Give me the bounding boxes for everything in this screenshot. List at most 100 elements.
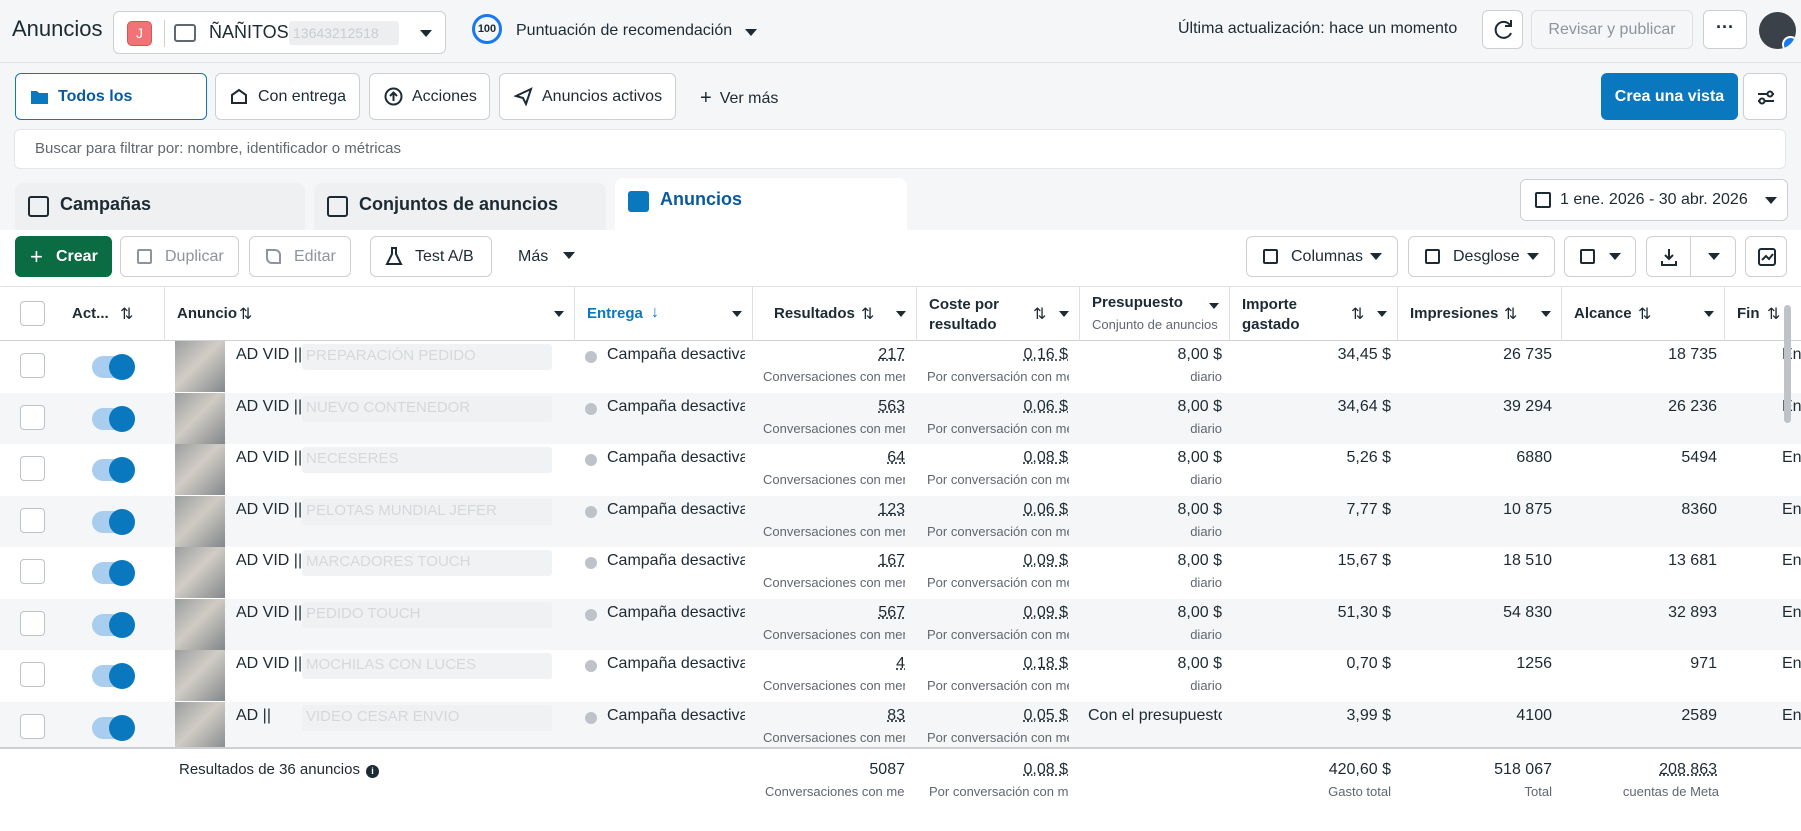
col-impressions[interactable]: Impresiones ⇅ (1398, 287, 1562, 341)
cost-per-result-value[interactable]: 0,16 $ (925, 346, 1068, 364)
row-checkbox[interactable] (20, 456, 45, 481)
row-checkbox[interactable] (20, 714, 45, 739)
create-button[interactable]: + Crear (15, 236, 112, 277)
ad-name[interactable]: AD VID || (236, 398, 302, 416)
select-all-checkbox[interactable] (20, 301, 45, 326)
row-checkbox[interactable] (20, 611, 45, 636)
ad-name[interactable]: AD VID || (236, 501, 302, 519)
cost-per-result-value[interactable]: 0,06 $ (925, 501, 1068, 519)
filter-all-ads[interactable]: Todos los anuncios (15, 73, 207, 120)
see-more-button[interactable]: + Ver más (700, 86, 778, 109)
col-delivery[interactable]: Entrega ↓ (575, 287, 753, 341)
cost-per-result-value[interactable]: 0,18 $ (925, 655, 1068, 673)
more-actions-button[interactable]: Más (518, 248, 575, 266)
cost-per-result-value[interactable]: 0,05 $ (925, 707, 1068, 725)
cost-per-result-value[interactable]: 0,09 $ (925, 604, 1068, 622)
date-range-picker[interactable]: 1 ene. 2026 - 30 abr. 2026 (1520, 179, 1788, 221)
active-toggle[interactable] (92, 614, 134, 636)
filter-delivered[interactable]: Con entrega (215, 73, 360, 120)
ad-thumbnail[interactable] (175, 702, 225, 748)
table-row[interactable]: AD VID || MOCHILAS CON LUCES Campaña desac… (0, 650, 1801, 702)
row-checkbox[interactable] (20, 508, 45, 533)
cost-per-result-value[interactable]: 0,08 $ (925, 449, 1068, 467)
ad-thumbnail[interactable] (175, 341, 225, 392)
col-results[interactable]: Resultados ⇅ (753, 287, 917, 341)
row-checkbox[interactable] (20, 353, 45, 378)
cost-per-result-value[interactable]: 0,09 $ (925, 552, 1068, 570)
table-row[interactable]: AD VID ||PEDIDO TOUCH Campaña desactivada… (0, 599, 1801, 651)
reports-button[interactable] (1564, 236, 1636, 277)
ad-name[interactable]: AD || (236, 707, 271, 725)
tab-ads[interactable]: Anuncios (615, 178, 907, 230)
duplicate-button[interactable]: Duplicar (120, 236, 239, 277)
ad-name[interactable]: AD VID || (236, 346, 302, 364)
table-row[interactable]: AD VID || PREPARACIÓN PEDIDO Campaña desac… (0, 341, 1801, 393)
results-value[interactable]: 64 (760, 449, 905, 467)
ad-name[interactable]: AD VID || (236, 449, 302, 467)
breakdown-button[interactable]: Desglose (1408, 236, 1555, 277)
ad-thumbnail[interactable] (175, 444, 225, 495)
tab-adsets[interactable]: Conjuntos de anuncios (314, 183, 606, 230)
ad-thumbnail[interactable] (175, 599, 225, 650)
ad-thumbnail[interactable] (175, 393, 225, 444)
table-row[interactable]: AD || VIDEO CESAR ENVIO Campaña desactivad… (0, 702, 1801, 748)
refresh-button[interactable] (1482, 10, 1523, 49)
score-gauge-icon[interactable]: 100 (472, 14, 502, 44)
filter-actions[interactable]: Acciones (369, 73, 490, 120)
active-toggle[interactable] (92, 562, 134, 584)
active-toggle[interactable] (92, 356, 134, 378)
table-row[interactable]: AD VID ||NECESERES Campaña desactivada 64 C… (0, 444, 1801, 496)
results-value[interactable]: 4 (760, 655, 905, 673)
results-value[interactable]: 563 (760, 398, 905, 416)
col-cost-per-result[interactable]: Coste por resultado ⇅ (917, 287, 1080, 341)
score-label[interactable]: Puntuación de recomendación (516, 22, 732, 40)
scrollbar[interactable] (1784, 305, 1791, 423)
create-view-button[interactable]: Crea una vista (1601, 73, 1738, 120)
results-value[interactable]: 167 (760, 552, 905, 570)
chart-view-button[interactable] (1745, 236, 1787, 277)
row-checkbox[interactable] (20, 405, 45, 430)
filter-active-ads[interactable]: Anuncios activos (499, 73, 676, 120)
footer-reach[interactable]: 208 863 (1570, 761, 1717, 779)
ad-name[interactable]: AD VID || (236, 552, 302, 570)
ad-name[interactable]: AD VID || (236, 655, 302, 673)
footer-cost-per-result[interactable]: 0,08 $ (925, 761, 1068, 779)
col-amount-spent[interactable]: Importe gastado ⇅ (1230, 287, 1398, 341)
active-toggle[interactable] (92, 665, 134, 687)
ad-thumbnail[interactable] (175, 650, 225, 701)
table-row[interactable]: AD VID || NUEVO CONTENEDOR Campaña desacti… (0, 393, 1801, 445)
col-ad-name[interactable]: Anuncio ⇅ (165, 287, 575, 341)
active-toggle[interactable] (92, 511, 134, 533)
col-active[interactable]: Act... ⇅ (60, 287, 165, 341)
active-toggle[interactable] (92, 459, 134, 481)
info-icon[interactable]: i (366, 765, 379, 778)
export-button[interactable] (1646, 236, 1736, 277)
col-reach[interactable]: Alcance ⇅ (1562, 287, 1725, 341)
tab-campaigns[interactable]: Campañas (15, 183, 305, 230)
table-row[interactable]: AD VID || MARCADORES TOUCH Campaña desacti… (0, 547, 1801, 599)
active-toggle[interactable] (92, 717, 134, 739)
ad-name[interactable]: AD VID || (236, 604, 302, 622)
row-checkbox[interactable] (20, 662, 45, 687)
results-value[interactable]: 83 (760, 707, 905, 725)
more-options-button[interactable]: ··· (1703, 10, 1747, 49)
cost-per-result-value[interactable]: 0,06 $ (925, 398, 1068, 416)
chevron-down-icon[interactable] (745, 29, 757, 36)
row-checkbox[interactable] (20, 559, 45, 584)
table-row[interactable]: AD VID || PELOTAS MUNDIAL JEFER Campaña de… (0, 496, 1801, 548)
avatar[interactable] (1759, 12, 1796, 49)
results-value[interactable]: 567 (760, 604, 905, 622)
edit-button[interactable]: Editar (249, 236, 351, 277)
ab-test-button[interactable]: Test A/B (370, 236, 492, 277)
ad-thumbnail[interactable] (175, 496, 225, 547)
settings-button[interactable] (1743, 73, 1787, 120)
active-toggle[interactable] (92, 408, 134, 430)
col-budget[interactable]: Presupuesto Conjunto de anuncios (1080, 287, 1230, 341)
columns-button[interactable]: Columnas (1246, 236, 1398, 277)
review-publish-button[interactable]: Revisar y publicar (1531, 10, 1693, 49)
results-value[interactable]: 217 (760, 346, 905, 364)
ad-thumbnail[interactable] (175, 547, 225, 598)
results-value[interactable]: 123 (760, 501, 905, 519)
search-input[interactable]: Buscar para filtrar por: nombre, identif… (14, 129, 1786, 169)
account-selector[interactable]: J ÑAÑITOS ( 13643212518 (113, 11, 446, 54)
